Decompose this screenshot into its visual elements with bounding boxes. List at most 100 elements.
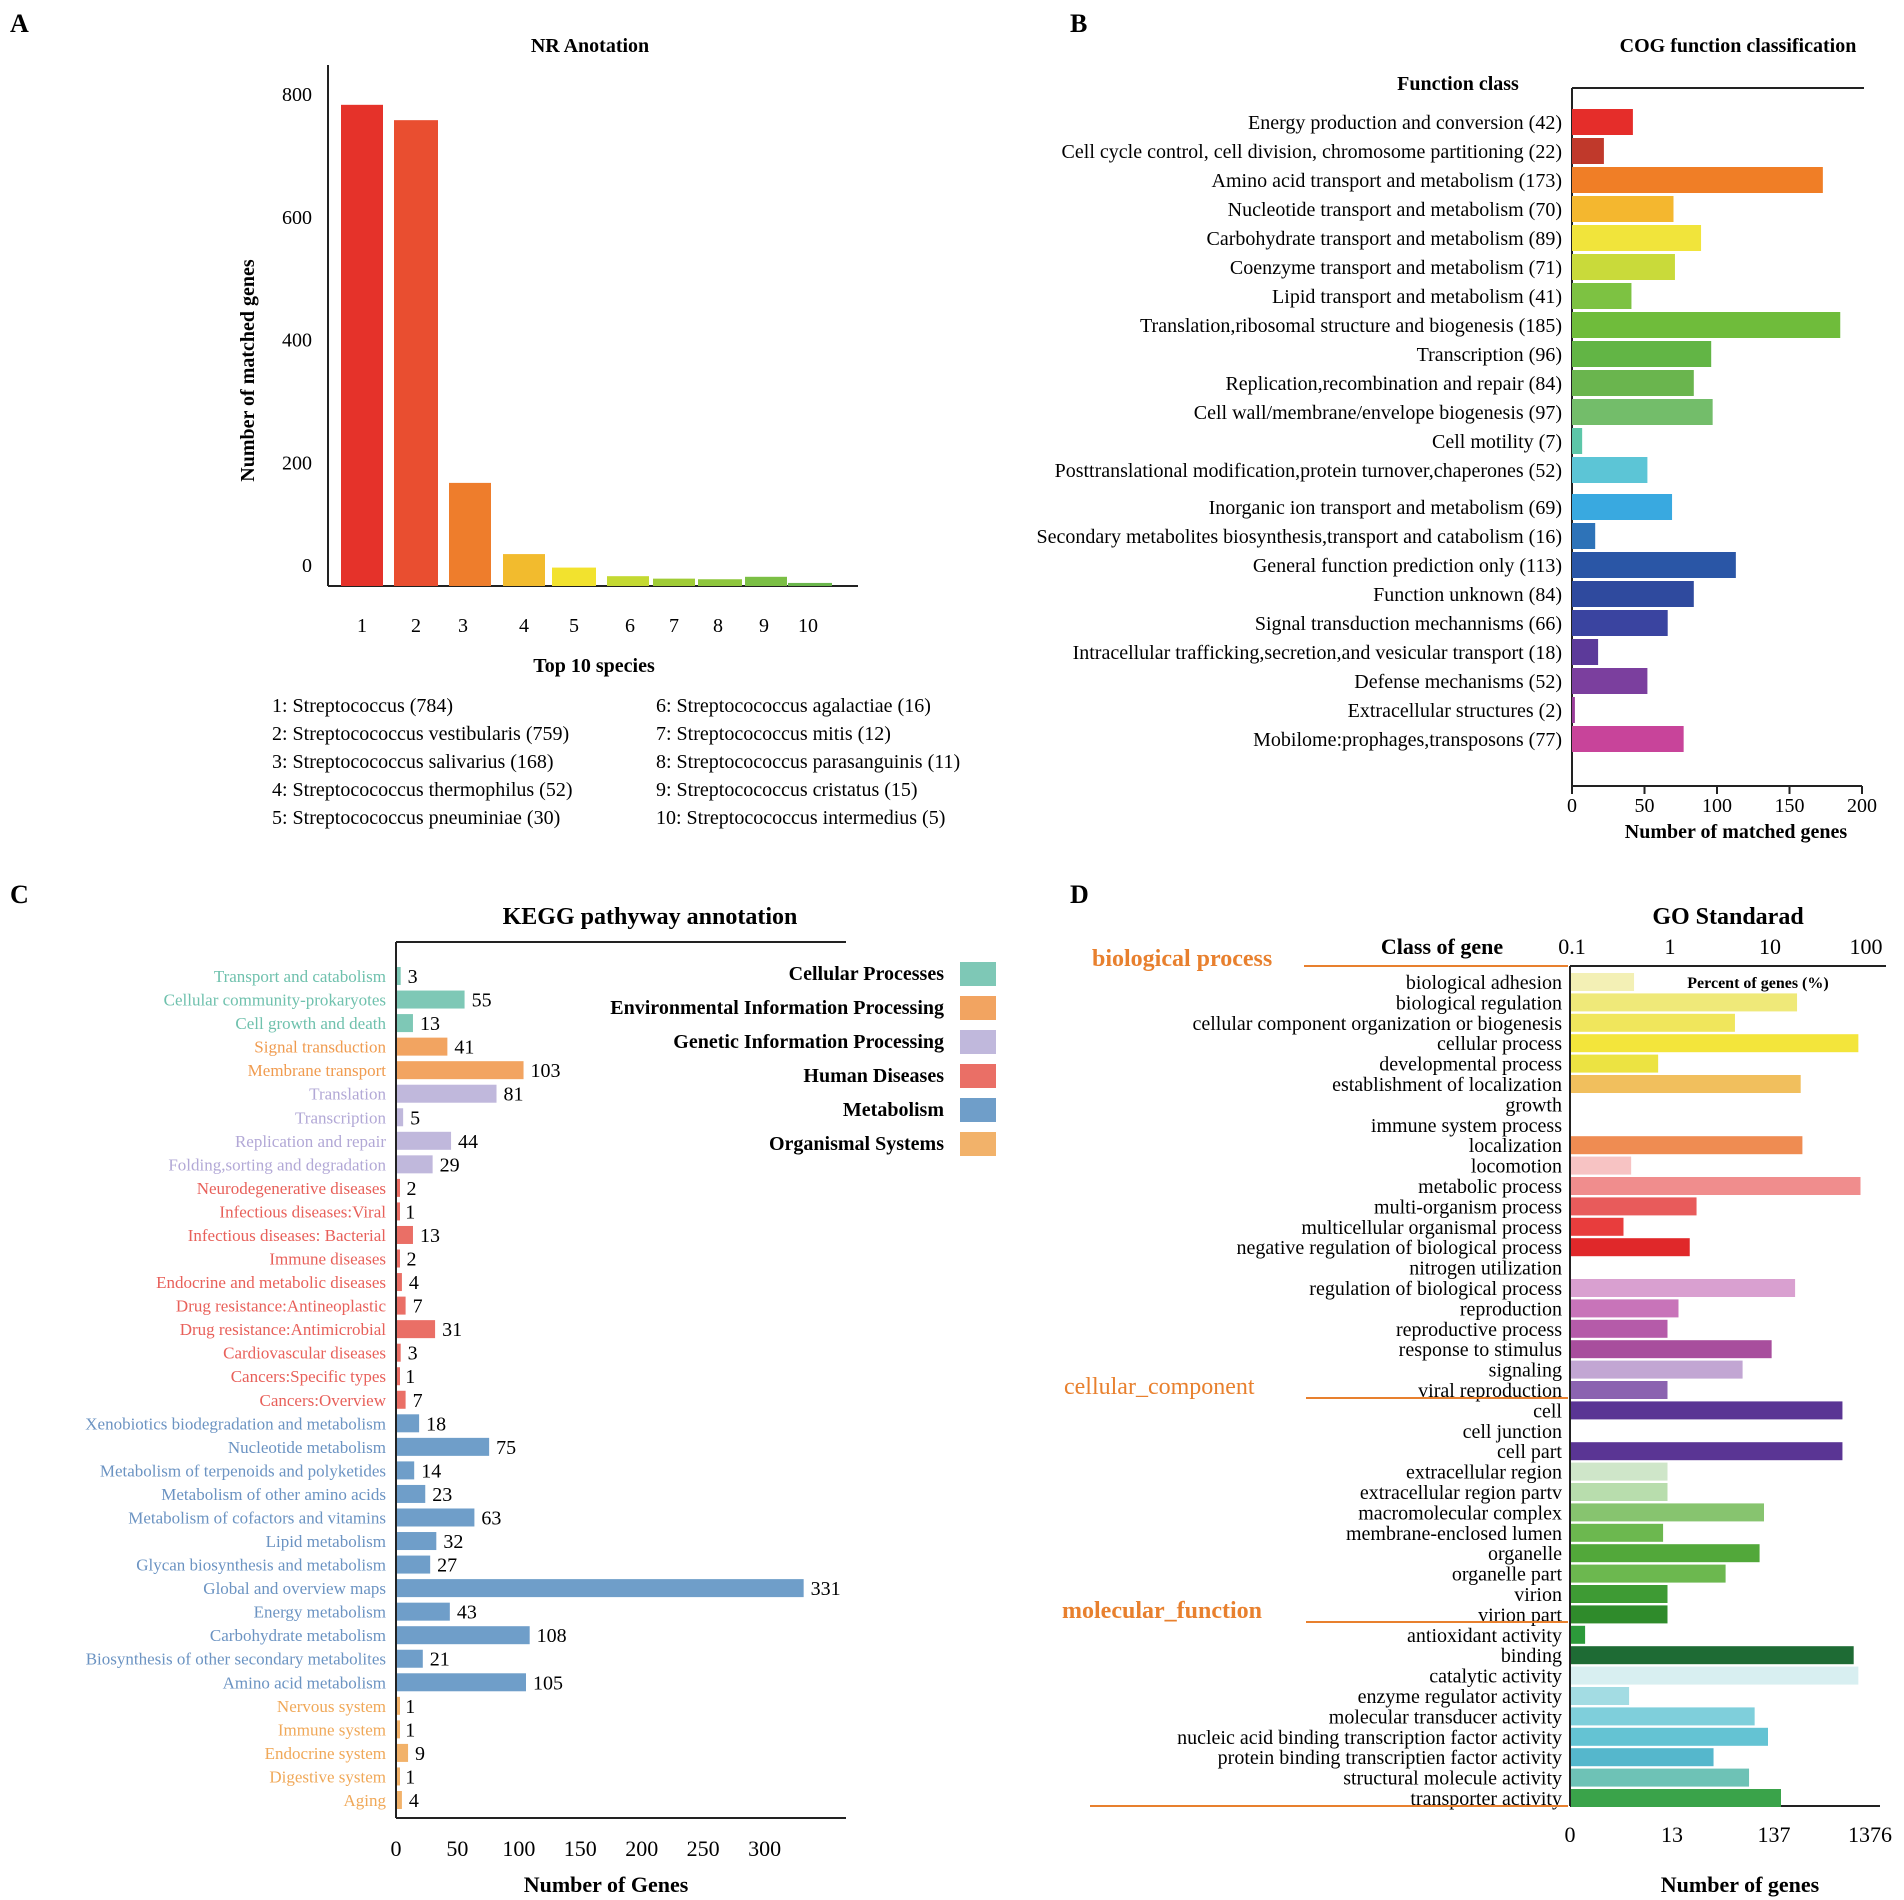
- bar-7: [1572, 312, 1841, 338]
- category-label: response to stimulus: [1399, 1339, 1563, 1361]
- category-label: macromolecular complex: [1358, 1502, 1562, 1524]
- legend-item: 4: Streptocococcus thermophilus (52): [272, 779, 573, 801]
- x-axis-title: Number of Genes: [524, 1872, 689, 1897]
- top-tick-label: 1: [1665, 934, 1676, 959]
- bar-9: [1572, 370, 1694, 396]
- bar-15: [1571, 1279, 1796, 1297]
- category-label: Coenzyme transport and metabolism (71): [1230, 257, 1562, 279]
- value-label: 29: [440, 1154, 460, 1176]
- category-label: Nucleotide transport and metabolism (70): [1228, 199, 1562, 221]
- y-tick-label: 400: [282, 330, 312, 352]
- category-label: localization: [1469, 1135, 1562, 1157]
- value-label: 1: [405, 1201, 415, 1223]
- category-label: Amino acid metabolism: [223, 1673, 386, 1692]
- panel-label-d: D: [1070, 880, 1089, 909]
- value-label: 3: [408, 1343, 418, 1365]
- bar-21: [1572, 726, 1684, 752]
- bar-6: [397, 1108, 404, 1127]
- bar-34: [397, 1767, 400, 1786]
- category-label: Aging: [344, 1791, 387, 1810]
- value-label: 13: [420, 1225, 440, 1247]
- bar-8: [397, 1155, 433, 1174]
- category-label: metabolic process: [1418, 1176, 1562, 1198]
- x-tick-label: 6: [625, 615, 635, 637]
- bar-4: [397, 1061, 524, 1080]
- bar-32: [397, 1720, 400, 1739]
- x-tick-label: 0: [1567, 795, 1577, 817]
- legend-item: 1: Streptococcus (784): [272, 695, 453, 717]
- bar-26: [397, 1579, 804, 1598]
- category-label: Cell wall/membrane/envelope biogenesis (…: [1194, 402, 1562, 424]
- category-label: enzyme regulator activity: [1358, 1686, 1562, 1708]
- value-label: 14: [421, 1460, 441, 1482]
- bar-27: [397, 1602, 450, 1621]
- value-label: 75: [496, 1437, 516, 1459]
- category-label: Secondary metabolites biosynthesis,trans…: [1037, 526, 1562, 548]
- value-label: 331: [811, 1578, 841, 1600]
- y-tick-label: 200: [282, 452, 312, 474]
- value-label: 55: [472, 990, 492, 1012]
- category-label: membrane-enclosed lumen: [1346, 1523, 1562, 1545]
- bar-11: [1571, 1197, 1697, 1216]
- bar-18: [1571, 1340, 1772, 1359]
- category-label: Endocrine system: [265, 1744, 386, 1763]
- legend-item: 7: Streptocococcus mitis (12): [656, 723, 891, 745]
- bar-33: [397, 1743, 409, 1762]
- bar-9: [745, 576, 787, 586]
- bar-0: [1571, 973, 1635, 991]
- category-label: Immune system: [278, 1720, 386, 1739]
- category-label: Intracellular trafficking,secretion,and …: [1073, 642, 1562, 664]
- bar-8: [1571, 1136, 1803, 1155]
- panel-label-b: B: [1070, 9, 1087, 38]
- bar-24: [397, 1532, 437, 1551]
- bar-5: [397, 1084, 497, 1103]
- category-label: Transport and catabolism: [214, 967, 386, 986]
- legend-swatch: [960, 962, 996, 986]
- x-axis-title: Top 10 species: [533, 655, 655, 677]
- bar-4: [503, 554, 545, 586]
- bar-24: [1571, 1462, 1668, 1481]
- category-label: Extracellular structures (2): [1348, 700, 1562, 722]
- x-tick-label: 50: [446, 1836, 468, 1861]
- bar-7: [397, 1131, 452, 1150]
- category-label: antioxidant activity: [1407, 1625, 1562, 1647]
- x-tick-label: 2: [411, 615, 421, 637]
- bar-30: [397, 1673, 526, 1692]
- category-label: protein binding transcriptien factor act…: [1218, 1747, 1562, 1769]
- bar-40: [1571, 1789, 1781, 1807]
- legend-item: 5: Streptocococcus pneuminiae (30): [272, 807, 560, 829]
- bar-6: [607, 576, 649, 586]
- bottom-tick-label: 137: [1758, 1822, 1791, 1847]
- value-label: 63: [481, 1507, 501, 1529]
- category-label: molecular transducer activity: [1329, 1706, 1562, 1728]
- value-label: 108: [537, 1625, 567, 1647]
- category-label: Metabolism of terpenoids and polyketides: [100, 1461, 386, 1480]
- x-tick-label: 250: [687, 1836, 720, 1861]
- value-label: 2: [406, 1249, 416, 1271]
- category-label: Posttranslational modification,protein t…: [1055, 460, 1562, 482]
- category-label: multicellular organismal process: [1301, 1217, 1562, 1239]
- kegg-pathway-chart: KEGG pathyway annotation 3 Transport and c…: [85, 904, 996, 1897]
- category-label: Translation: [309, 1085, 386, 1104]
- legend-swatch: [960, 996, 996, 1020]
- x-tick-label: 5: [569, 615, 579, 637]
- category-label: biological adhesion: [1406, 972, 1562, 994]
- bar-27: [1571, 1523, 1664, 1542]
- bar-25: [1571, 1483, 1668, 1501]
- category-label: reproductive process: [1396, 1319, 1562, 1341]
- top-tick-label: 0.1: [1558, 934, 1586, 959]
- category-label: Membrane transport: [248, 1061, 387, 1080]
- category-label: multi-organism process: [1374, 1196, 1562, 1218]
- category-label: Energy metabolism: [254, 1603, 386, 1622]
- category-label: Neurodegenerative diseases: [197, 1179, 386, 1198]
- category-label: Signal transduction mechannisms (66): [1255, 613, 1562, 635]
- x-tick-label: 100: [1702, 795, 1732, 817]
- category-label: Immune diseases: [269, 1250, 386, 1269]
- bar-3: [1572, 196, 1674, 222]
- value-label: 32: [443, 1531, 463, 1553]
- value-label: 7: [413, 1296, 423, 1318]
- category-label: Amino acid transport and metabolism (173…: [1212, 170, 1562, 192]
- category-label: regulation of biological process: [1309, 1278, 1562, 1300]
- bar-18: [1572, 639, 1599, 665]
